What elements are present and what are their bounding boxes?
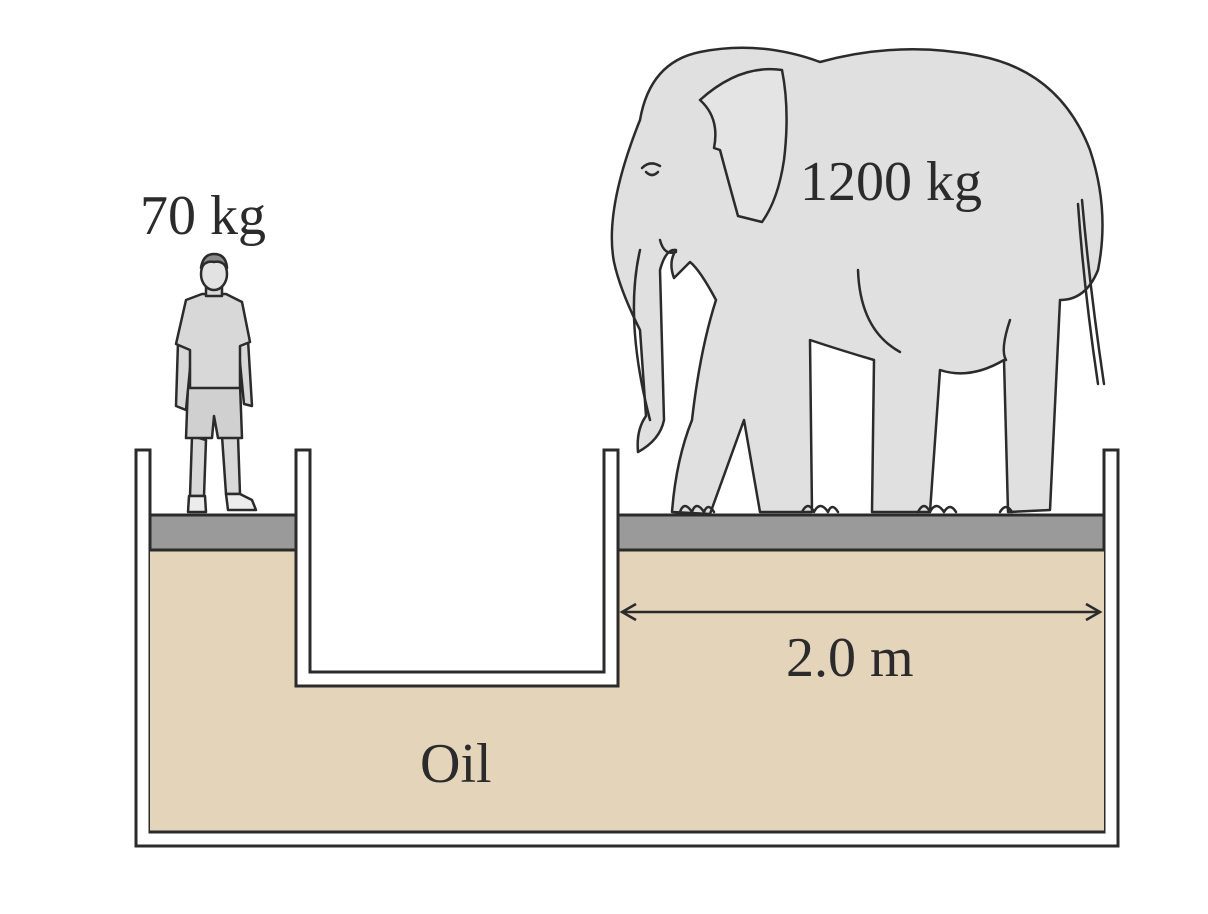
fluid-label: Oil <box>420 733 492 795</box>
double-arrow-icon <box>619 602 1103 622</box>
elephant-icon <box>610 46 1106 516</box>
center-tube-wall <box>294 448 620 688</box>
width-label: 2.0 m <box>786 627 914 689</box>
oil-region <box>150 550 1104 832</box>
vessel <box>134 448 1120 848</box>
person-mass-label: 70 kg <box>140 185 266 247</box>
right-piston <box>616 513 1106 552</box>
left-piston <box>148 513 298 552</box>
person-icon <box>174 252 258 514</box>
elephant-mass-label: 1200 kg <box>800 151 982 213</box>
